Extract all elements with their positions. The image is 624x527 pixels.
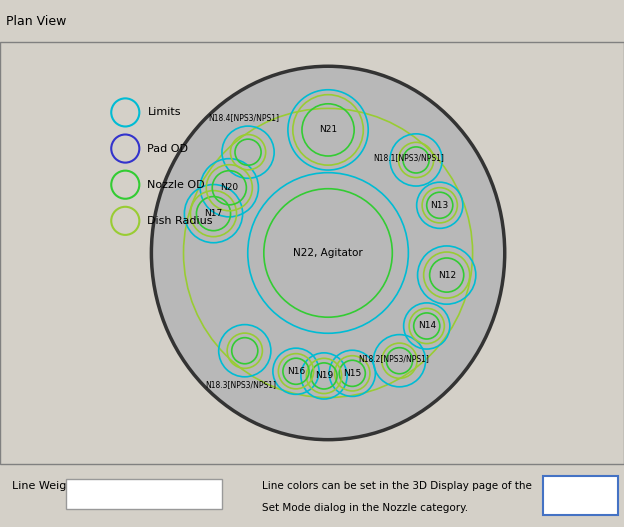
Text: N20: N20: [220, 183, 238, 192]
Text: Line colors can be set in the 3D Display page of the: Line colors can be set in the 3D Display…: [262, 481, 532, 491]
Text: N12: N12: [437, 270, 456, 279]
Text: N19: N19: [315, 372, 333, 380]
Text: N16: N16: [287, 367, 305, 376]
Text: N18.2[NPS3/NPS1]: N18.2[NPS3/NPS1]: [358, 354, 429, 363]
Text: N13: N13: [431, 201, 449, 210]
FancyBboxPatch shape: [66, 479, 222, 509]
Ellipse shape: [152, 66, 505, 440]
Text: ∨: ∨: [199, 487, 207, 497]
Text: N21: N21: [319, 125, 337, 134]
Text: N18.4[NPS3/NPS1]: N18.4[NPS3/NPS1]: [208, 113, 280, 123]
Text: Dish Radius: Dish Radius: [147, 216, 213, 226]
Text: OK: OK: [572, 486, 589, 499]
FancyBboxPatch shape: [543, 476, 618, 515]
Text: Line Weight: Line Weight: [12, 481, 79, 491]
Text: Pad OD: Pad OD: [147, 143, 188, 153]
Text: N14: N14: [417, 321, 436, 330]
Text: N18.1[NPS3/NPS1]: N18.1[NPS3/NPS1]: [373, 153, 444, 162]
Text: N22, Agitator: N22, Agitator: [293, 248, 363, 258]
Text: Nozzle OD: Nozzle OD: [147, 180, 205, 190]
Text: Light: Light: [75, 487, 103, 497]
Text: N15: N15: [343, 369, 361, 378]
Text: N18.3[NPS3/NPS1]: N18.3[NPS3/NPS1]: [205, 380, 276, 389]
Text: Limits: Limits: [147, 108, 181, 118]
Text: N17: N17: [205, 209, 223, 218]
Text: Set Mode dialog in the Nozzle category.: Set Mode dialog in the Nozzle category.: [262, 503, 468, 513]
Text: Plan View: Plan View: [6, 15, 67, 27]
